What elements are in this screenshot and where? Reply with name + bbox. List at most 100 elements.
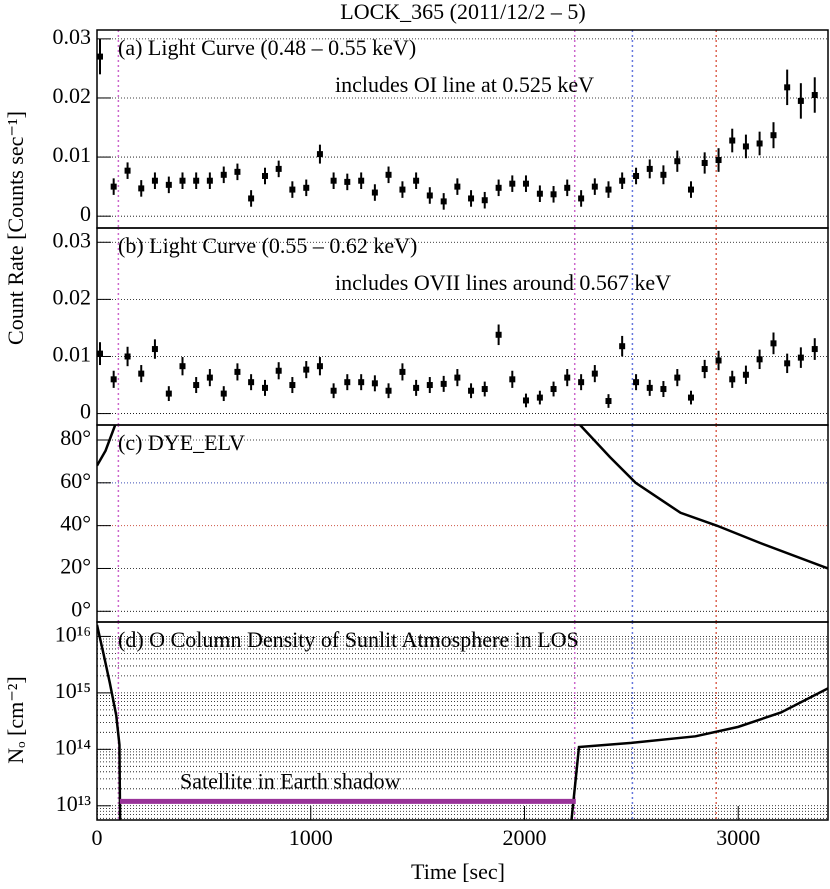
data-point — [303, 366, 310, 373]
data-point — [179, 177, 186, 184]
data-point — [165, 181, 172, 188]
panel — [97, 622, 828, 820]
data-point — [303, 184, 310, 191]
y-tick-label: 0.03 — [53, 24, 92, 49]
y-tick-label: 0.02 — [53, 83, 92, 108]
data-point — [138, 370, 145, 377]
data-point — [371, 189, 378, 196]
data-point — [440, 198, 447, 205]
y-tick-label: 0.01 — [53, 142, 92, 167]
panel-label: (d) O Column Density of Sunlit Atmospher… — [118, 627, 579, 652]
data-point — [206, 374, 213, 381]
data-point — [701, 366, 708, 373]
data-point — [440, 380, 447, 387]
data-point — [385, 387, 392, 394]
data-point — [151, 346, 158, 353]
data-point — [619, 343, 626, 350]
data-point — [495, 331, 502, 338]
data-point — [248, 195, 255, 202]
x-tick-label: 3000 — [716, 825, 760, 850]
data-point — [633, 379, 640, 386]
data-point — [124, 167, 131, 174]
data-point — [687, 394, 694, 401]
data-point — [756, 140, 763, 147]
data-point — [275, 367, 282, 374]
data-point — [811, 92, 818, 99]
data-point — [193, 382, 200, 389]
x-tick-label: 1000 — [289, 825, 333, 850]
data-point — [687, 186, 694, 193]
chart-title: LOCK_365 (2011/12/2 – 5) — [340, 0, 585, 24]
data-point — [564, 374, 571, 381]
data-point — [262, 384, 269, 391]
y-tick-label: 40° — [60, 511, 91, 536]
panel-label: (b) Light Curve (0.55 – 0.62 keV) — [118, 233, 417, 258]
y-tick-label: 0.02 — [53, 284, 92, 309]
data-point — [426, 382, 433, 389]
data-point — [371, 380, 378, 387]
data-point — [770, 340, 777, 347]
data-point — [715, 357, 722, 364]
data-point — [97, 53, 103, 60]
y-tick-label: 0.03 — [53, 227, 92, 252]
data-point — [151, 177, 158, 184]
y-tick-label: 80° — [60, 425, 91, 450]
data-point — [605, 186, 612, 193]
data-point — [110, 376, 117, 383]
plot-frame — [96, 621, 829, 821]
panel-note: includes OVII lines around 0.567 keV — [335, 270, 671, 295]
data-point — [468, 387, 475, 394]
y-tick-label: 20° — [60, 554, 91, 579]
data-point — [358, 379, 365, 386]
series-line — [97, 624, 828, 820]
data-point — [248, 379, 255, 386]
data-point — [591, 183, 598, 190]
data-point — [481, 386, 488, 393]
panel-label: (c) DYE_ELV — [118, 430, 245, 455]
data-point — [289, 382, 296, 389]
data-point — [578, 379, 585, 386]
data-point — [344, 178, 351, 185]
data-point — [330, 387, 337, 394]
data-point — [358, 177, 365, 184]
y-tick-label: 10¹⁵ — [55, 678, 91, 703]
data-point — [399, 368, 406, 375]
data-point — [509, 376, 516, 383]
y-tick-label: 10¹³ — [56, 791, 92, 816]
panel — [97, 30, 828, 228]
data-point — [605, 398, 612, 405]
series-line — [97, 425, 828, 570]
data-point — [426, 192, 433, 199]
y-tick-label: 10¹⁶ — [55, 621, 91, 646]
data-point — [454, 374, 461, 381]
data-point — [770, 132, 777, 139]
data-point — [742, 371, 749, 378]
data-point — [110, 183, 117, 190]
data-point — [468, 195, 475, 202]
data-point — [633, 172, 640, 179]
y-tick-label: 10¹⁴ — [55, 734, 92, 759]
data-point — [619, 177, 626, 184]
data-point — [289, 186, 296, 193]
data-point — [797, 97, 804, 104]
panel-note: includes OI line at 0.525 keV — [335, 72, 594, 97]
data-point — [646, 165, 653, 172]
data-point — [220, 390, 227, 397]
data-point — [674, 158, 681, 165]
data-point — [509, 180, 516, 187]
data-point — [591, 370, 598, 377]
x-tick-label: 2000 — [502, 825, 546, 850]
y-axis-label: Nₒ [cm⁻²] — [3, 676, 28, 763]
y-tick-label: 0° — [71, 596, 91, 621]
data-point — [220, 171, 227, 178]
data-point — [316, 363, 323, 370]
data-point — [193, 177, 200, 184]
data-point — [701, 159, 708, 166]
data-point — [660, 386, 667, 393]
data-point — [742, 143, 749, 150]
data-point — [536, 394, 543, 401]
data-point — [660, 171, 667, 178]
data-point — [729, 137, 736, 144]
